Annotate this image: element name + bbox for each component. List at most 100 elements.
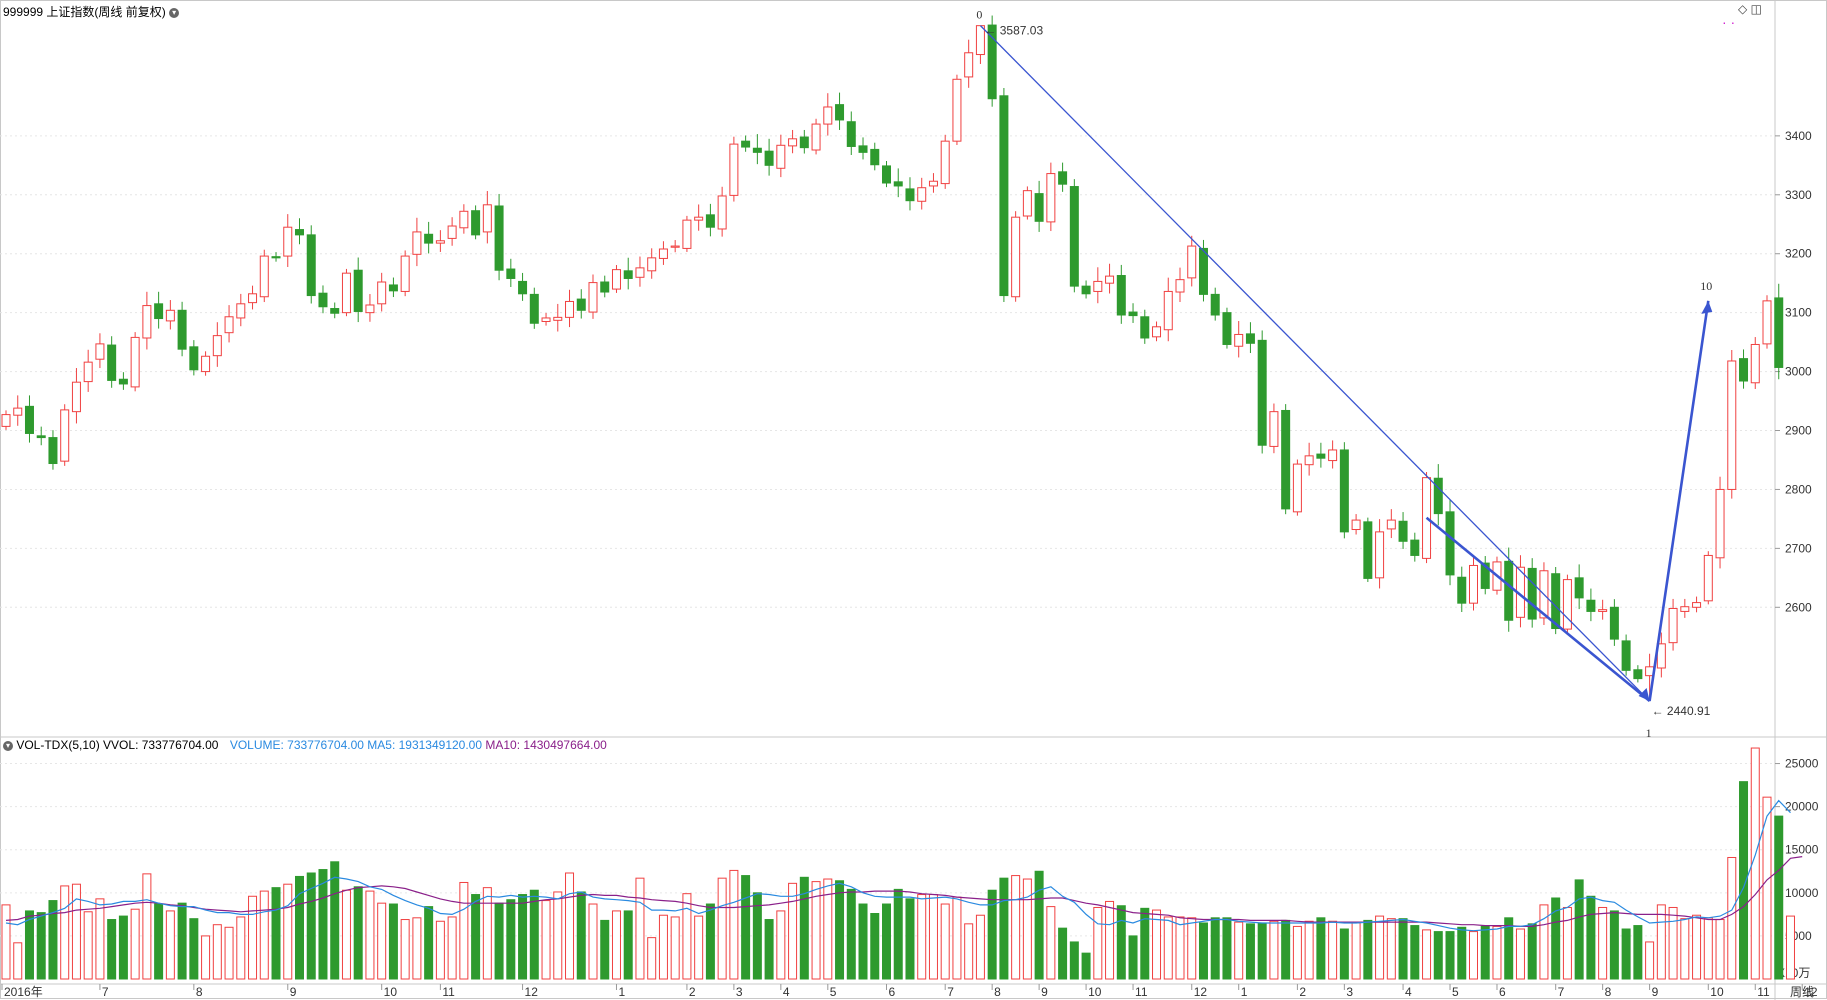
x-tick-label: 9 (290, 985, 297, 999)
volume-bar (1598, 906, 1608, 980)
candle-body (1598, 609, 1608, 612)
volume-bar (999, 877, 1009, 980)
x-axis-label: 周线 (1790, 985, 1814, 999)
volume-bar (576, 891, 586, 980)
candle-body (330, 308, 340, 314)
x-tick-label: 7 (947, 985, 954, 999)
volume-bar (118, 915, 128, 980)
candle-body (295, 229, 304, 236)
candle-body (1093, 280, 1103, 292)
volume-bar (400, 919, 410, 980)
x-tick-label: 2016年 (4, 985, 43, 999)
volume-bar (224, 926, 234, 980)
candle-body (1046, 173, 1056, 223)
volume-bar (353, 886, 363, 980)
volume-bar (1175, 916, 1185, 980)
panel-toggle-icon[interactable]: ◫ (1750, 2, 1762, 16)
trend-line-down (979, 25, 1651, 702)
volume-bar (1187, 917, 1197, 980)
volume-bar (1433, 931, 1443, 980)
candle-body (118, 378, 128, 385)
volume-bar (1022, 878, 1032, 980)
candle-body (154, 303, 164, 320)
candle-body (1750, 343, 1760, 384)
volume-bar (177, 902, 187, 980)
candle-body (1222, 312, 1232, 345)
candle-body (377, 281, 387, 305)
candle-body (1727, 360, 1737, 490)
x-tick-label: 2 (1299, 985, 1306, 999)
candle-body (400, 255, 410, 292)
candle-body (459, 210, 469, 229)
volume-bar (1785, 915, 1795, 980)
candle-body (835, 104, 845, 121)
candle-body (541, 317, 551, 322)
volume-bar (518, 894, 528, 980)
candle-body (412, 231, 422, 255)
volume-bar (1375, 915, 1385, 980)
price-y-tick-label: 2800 (1785, 482, 1812, 496)
candle-body (248, 293, 258, 304)
period-mode: (周线 前复权) (94, 5, 166, 19)
volume-bar (635, 877, 645, 980)
volume-ma5-line (5, 799, 1791, 932)
volume-y-tick-label: 15000 (1785, 843, 1819, 857)
volume-bar (1046, 906, 1056, 980)
candle-body (1234, 333, 1244, 347)
candle-body (952, 78, 962, 142)
candle-body (788, 138, 798, 147)
volume-bar (1, 904, 11, 980)
diamond-icon[interactable]: ◇ (1738, 2, 1748, 16)
candle-body (1198, 247, 1208, 295)
volume-dropdown-icon[interactable]: ▾ (3, 740, 13, 751)
candle-body (1774, 297, 1784, 368)
x-tick-label: 12 (525, 985, 539, 999)
volume-bar (236, 916, 246, 980)
candle-body (1187, 245, 1197, 279)
volume-bar (1410, 925, 1420, 980)
candle-body (518, 280, 528, 295)
volume-bar (705, 903, 715, 980)
candle-body (447, 225, 457, 239)
candle-body (1339, 449, 1349, 533)
volume-bar (1386, 918, 1396, 980)
settings-dropdown-icon[interactable]: ▾ (169, 7, 180, 18)
volume-bar (1198, 922, 1208, 980)
volume-bar (318, 869, 328, 980)
candle-body (623, 270, 633, 279)
volume-bar (1210, 917, 1220, 980)
candle-body (1457, 576, 1467, 604)
volume-bar (788, 882, 798, 980)
volume-bar (764, 919, 774, 980)
volume-bar (1469, 931, 1478, 980)
volume-bar (928, 894, 938, 980)
volume-bar (1574, 879, 1584, 980)
volume-bar (647, 937, 657, 980)
volume-bar (823, 878, 833, 980)
candle-body (365, 304, 375, 314)
candle-body (24, 405, 34, 434)
candle-body (1175, 279, 1185, 293)
candle-body (494, 205, 504, 271)
candle-body (1668, 607, 1678, 644)
x-tick-label: 11 (442, 985, 455, 999)
volume-bar (870, 913, 880, 980)
volume-bar (729, 869, 739, 980)
volume-bar (412, 917, 422, 980)
volume-bar (588, 903, 598, 980)
volume-bar (1363, 919, 1373, 980)
volume-bar (341, 889, 351, 980)
volume-bar (917, 894, 927, 980)
volume-bar (435, 920, 445, 980)
candle-body (882, 165, 891, 184)
volume-bar (752, 892, 762, 980)
x-tick-label: 3 (736, 985, 743, 999)
candle-body (1116, 275, 1126, 316)
volume-bar (330, 861, 340, 980)
candle-body (1586, 599, 1596, 612)
volume-bar (1422, 929, 1432, 980)
candle-body (1562, 579, 1572, 630)
candle-body (48, 437, 58, 465)
volume-bar (259, 890, 269, 980)
candle-body (424, 233, 434, 244)
